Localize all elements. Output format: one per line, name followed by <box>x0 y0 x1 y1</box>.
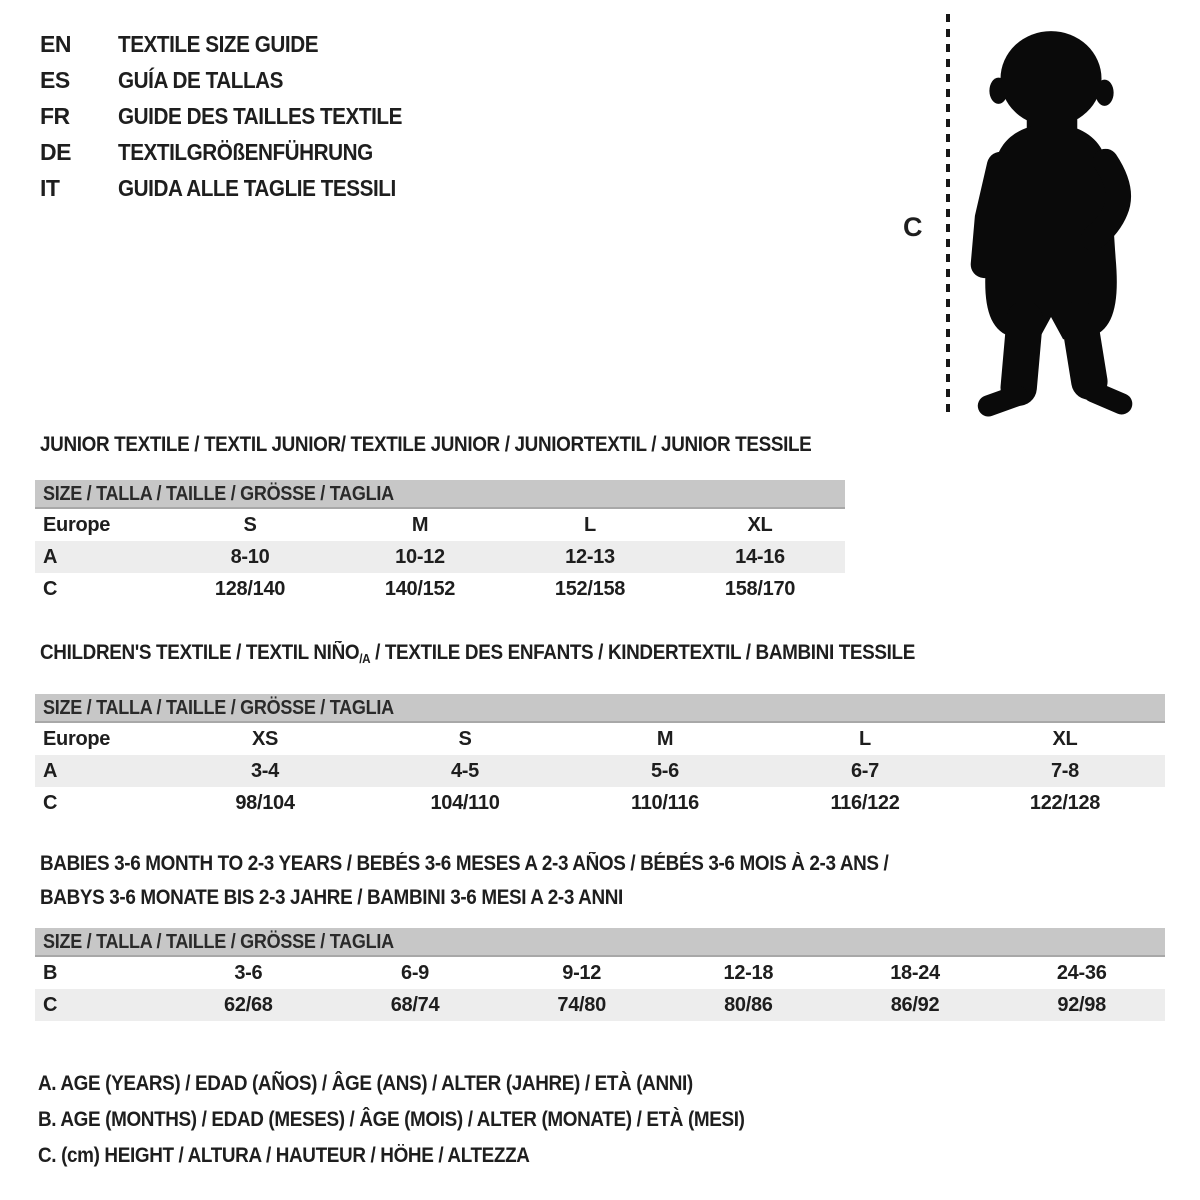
children-section-title: CHILDREN'S TEXTILE / TEXTIL NIÑO/A / TEX… <box>40 642 915 670</box>
toddler-silhouette-icon <box>970 31 1133 417</box>
lang-title: GUÍA DE TALLAS <box>118 67 284 93</box>
lang-code: EN <box>40 31 71 57</box>
size-header-label: SIZE / TALLA / TAILLE / GRÖSSE / TAGLIA <box>43 697 394 719</box>
children-size-table: SIZE / TALLA / TAILLE / GRÖSSE / TAGLIA … <box>35 694 1165 819</box>
size-col-header: XL <box>747 513 773 536</box>
age-value: 4-5 <box>450 759 479 782</box>
lang-title: TEXTILGRÖßENFÜHRUNG <box>118 139 373 165</box>
lang-code: IT <box>40 175 60 201</box>
height-value: 80/86 <box>724 993 773 1016</box>
junior-section-title: JUNIOR TEXTILE / TEXTIL JUNIOR/ TEXTILE … <box>40 433 812 456</box>
babies-title-line1: BABIES 3-6 MONTH TO 2-3 YEARS / BEBÉS 3-… <box>40 852 889 875</box>
babies-row-months: B 3-6 6-9 9-12 12-18 18-24 24-36 <box>35 957 1165 989</box>
age-value: 14-16 <box>735 545 785 568</box>
months-value: 12-18 <box>723 961 774 984</box>
size-col-header: XS <box>251 727 279 750</box>
height-value: 152/158 <box>554 577 626 600</box>
size-col-header: L <box>859 727 871 750</box>
height-measure-label: C <box>903 212 923 242</box>
babies-title-line2: BABYS 3-6 MONATE BIS 2-3 JAHRE / BAMBINI… <box>40 886 623 909</box>
height-value: 116/122 <box>830 791 900 814</box>
size-header-label: SIZE / TALLA / TAILLE / GRÖSSE / TAGLIA <box>43 483 394 505</box>
age-value: 6-7 <box>850 759 879 782</box>
size-col-header: M <box>411 513 429 536</box>
lang-title: GUIDE DES TAILLES TEXTILE <box>118 103 402 129</box>
months-value: 18-24 <box>890 961 940 984</box>
height-measure-line <box>946 14 950 418</box>
height-value: 74/80 <box>557 993 606 1016</box>
age-value: 7-8 <box>1050 759 1079 782</box>
row-label: A <box>43 545 58 568</box>
height-value: 68/74 <box>390 993 440 1016</box>
babies-section-title: BABIES 3-6 MONTH TO 2-3 YEARS / BEBÉS 3-… <box>40 847 1165 915</box>
babies-size-table: SIZE / TALLA / TAILLE / GRÖSSE / TAGLIA … <box>35 928 1165 1021</box>
size-col-header: XL <box>1052 727 1078 750</box>
lang-row-it: IT GUIDA ALLE TAGLIE TESSILI <box>40 170 434 206</box>
months-value: 3-6 <box>234 961 263 984</box>
legend-line-c: C. (cm) HEIGHT / ALTURA / HAUTEUR / HÖHE… <box>38 1144 530 1167</box>
lang-title: TEXTILE SIZE GUIDE <box>118 31 319 57</box>
babies-row-height: C 62/68 68/74 74/80 80/86 86/92 92/98 <box>35 989 1165 1021</box>
row-label: C <box>43 791 58 814</box>
language-title-list: EN TEXTILE SIZE GUIDE ES GUÍA DE TALLAS FR… <box>40 26 434 206</box>
legend: A. AGE (YEARS) / EDAD (AÑOS) / ÂGE (ANS)… <box>38 1066 823 1174</box>
lang-title: GUIDA ALLE TAGLIE TESSILI <box>118 175 396 201</box>
age-value: 12-13 <box>565 545 615 568</box>
lang-code: FR <box>40 103 70 129</box>
legend-line-a: A. AGE (YEARS) / EDAD (AÑOS) / ÂGE (ANS)… <box>38 1072 693 1095</box>
height-value: 98/104 <box>235 791 295 814</box>
children-table-header-bar: SIZE / TALLA / TAILLE / GRÖSSE / TAGLIA <box>35 694 1165 723</box>
row-label: A <box>43 759 58 782</box>
age-value: 5-6 <box>650 759 679 782</box>
lang-row-fr: FR GUIDE DES TAILLES TEXTILE <box>40 98 434 134</box>
children-row-age: A 3-4 4-5 5-6 6-7 7-8 <box>35 755 1165 787</box>
age-value: 3-4 <box>250 759 279 782</box>
lang-row-es: ES GUÍA DE TALLAS <box>40 62 434 98</box>
age-value: 10-12 <box>395 545 445 568</box>
children-size-header-row: Europe XS S M L XL <box>35 723 1165 755</box>
row-label: C <box>43 993 58 1016</box>
size-header-label: SIZE / TALLA / TAILLE / GRÖSSE / TAGLIA <box>43 931 394 953</box>
months-value: 6-9 <box>401 961 430 984</box>
months-value: 9-12 <box>562 961 602 984</box>
months-value: 24-36 <box>1056 961 1107 984</box>
lang-row-de: DE TEXTILGRÖßENFÜHRUNG <box>40 134 434 170</box>
height-value: 110/116 <box>631 791 699 814</box>
children-textile-section: CHILDREN'S TEXTILE / TEXTIL NIÑO/A / TEX… <box>35 642 1165 819</box>
children-row-height: C 98/104 104/110 110/116 116/122 122/128 <box>35 787 1165 819</box>
size-col-header: M <box>656 727 674 750</box>
junior-size-header-row: Europe S M L XL <box>35 509 845 541</box>
height-value: 158/170 <box>724 577 796 600</box>
babies-table-header-bar: SIZE / TALLA / TAILLE / GRÖSSE / TAGLIA <box>35 928 1165 957</box>
junior-size-table: SIZE / TALLA / TAILLE / GRÖSSE / TAGLIA … <box>35 480 845 605</box>
junior-table-header-bar: SIZE / TALLA / TAILLE / GRÖSSE / TAGLIA <box>35 480 845 509</box>
row-label: B <box>43 961 58 984</box>
region-label: Europe <box>43 727 111 750</box>
height-value: 140/152 <box>384 577 456 600</box>
height-value: 62/68 <box>224 993 273 1016</box>
children-title-main: CHILDREN'S TEXTILE / TEXTIL NIÑO <box>40 641 360 664</box>
junior-textile-section: JUNIOR TEXTILE / TEXTIL JUNIOR/ TEXTILE … <box>35 434 845 605</box>
height-value: 92/98 <box>1057 993 1106 1016</box>
junior-row-age: A 8-10 10-12 12-13 14-16 <box>35 541 845 573</box>
size-col-header: S <box>243 513 257 536</box>
legend-line-b: B. AGE (MONTHS) / EDAD (MESES) / ÂGE (MO… <box>38 1108 745 1131</box>
age-value: 8-10 <box>230 545 270 568</box>
height-value: 128/140 <box>214 577 286 600</box>
children-title-sub: /A <box>359 651 371 666</box>
height-value: 122/128 <box>1029 791 1101 814</box>
babies-textile-section: BABIES 3-6 MONTH TO 2-3 YEARS / BEBÉS 3-… <box>35 847 1165 1021</box>
region-label: Europe <box>43 513 111 536</box>
size-col-header: L <box>584 513 596 536</box>
lang-code: DE <box>40 139 71 165</box>
size-col-header: S <box>458 727 472 750</box>
junior-row-height: C 128/140 140/152 152/158 158/170 <box>35 573 845 605</box>
lang-code: ES <box>40 67 70 93</box>
row-label: C <box>43 577 58 600</box>
height-value: 104/110 <box>430 791 500 814</box>
lang-row-en: EN TEXTILE SIZE GUIDE <box>40 26 434 62</box>
height-value: 86/92 <box>890 993 940 1016</box>
children-title-rest: / TEXTILE DES ENFANTS / KINDERTEXTIL / B… <box>370 641 915 664</box>
